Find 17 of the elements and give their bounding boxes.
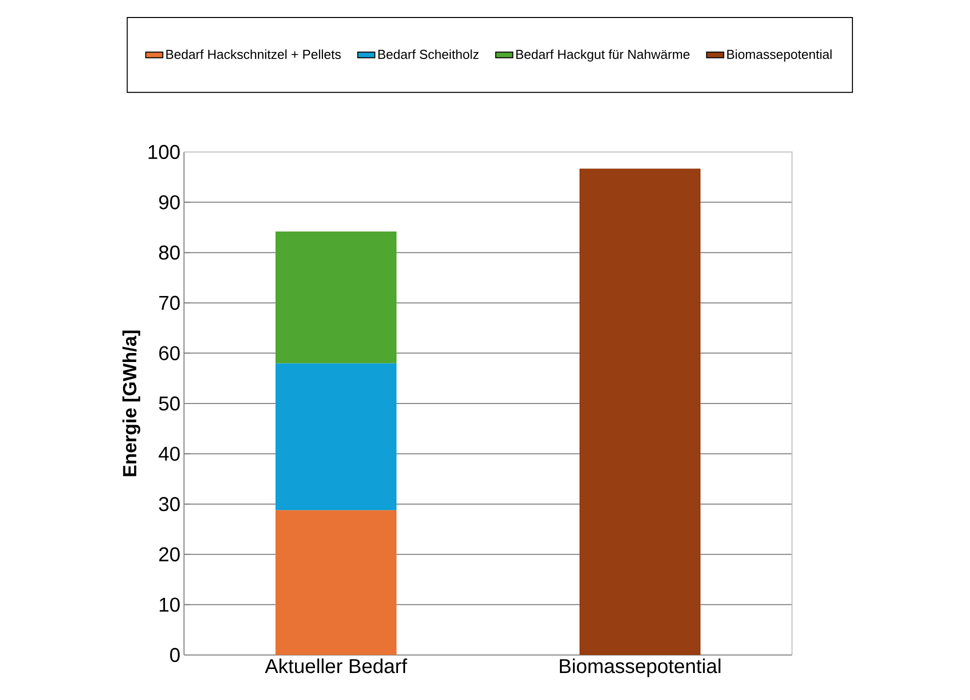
- y-tick-label: 100: [148, 144, 180, 160]
- y-tick-label: 90: [159, 195, 180, 210]
- y-axis-title: Energie [GWh/a]: [122, 330, 140, 476]
- x-tick-label: Aktueller Bedarf: [264, 658, 408, 674]
- y-tick-label: 70: [159, 296, 180, 310]
- legend-label: Bedarf Scheitholz: [378, 49, 479, 59]
- legend-label: Bedarf Hackschnitzel + Pellets: [166, 49, 341, 59]
- y-tick-label: 40: [158, 446, 180, 461]
- legend-label: Biomassepotential: [727, 49, 832, 62]
- y-tick-label: 10: [160, 598, 180, 612]
- y-tick-label: 60: [159, 346, 180, 360]
- y-tick-label: 0: [170, 648, 180, 662]
- y-tick-label: 20: [159, 547, 180, 562]
- y-tick-label: 50: [159, 396, 180, 411]
- y-tick-label: 80: [159, 246, 180, 260]
- legend-label: Bedarf Hackgut für Nahwärme: [516, 49, 690, 62]
- y-tick-label: 30: [158, 497, 180, 512]
